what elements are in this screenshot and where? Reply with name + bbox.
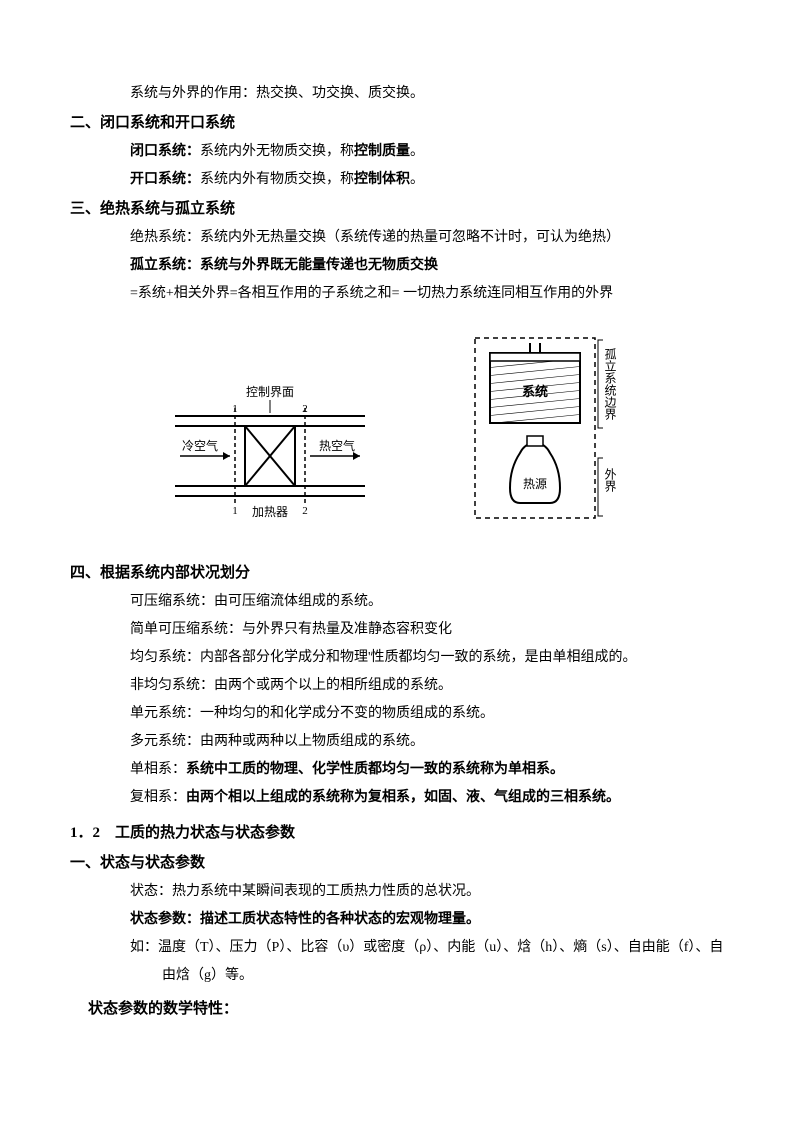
term-bold: 控制质量 bbox=[354, 144, 410, 159]
term-label: 状态参数： bbox=[130, 912, 200, 927]
term-bold: 控制体积 bbox=[354, 172, 410, 187]
body-text: 状态：热力系统中某瞬间表现的工质热力性质的总状况。 bbox=[70, 878, 730, 906]
heading-math-property: 状态参数的数学特性： bbox=[70, 994, 730, 1024]
body-text: 系统与外界的作用：热交换、功交换、质交换。 bbox=[70, 80, 730, 108]
diagram-label: 热源 bbox=[523, 477, 547, 491]
term-label: 复相系： bbox=[130, 790, 186, 805]
diagram-num: 2 bbox=[302, 403, 308, 415]
diagram-num: 1 bbox=[232, 403, 238, 415]
heading-section-1-2: 1．2 工质的热力状态与状态参数 bbox=[70, 818, 730, 848]
term-label: 闭口系统： bbox=[130, 144, 200, 159]
body-span: 。 bbox=[410, 144, 424, 159]
body-text: 简单可压缩系统：与外界只有热量及准静态容积变化 bbox=[70, 616, 730, 644]
body-span: 系统内外无物质交换，称 bbox=[200, 144, 354, 159]
heading-section-3: 三、绝热系统与孤立系统 bbox=[70, 194, 730, 224]
body-text: 单相系：系统中工质的物理、化学性质都均匀一致的系统称为单相系。 bbox=[70, 756, 730, 784]
diagram-label: 外界 bbox=[603, 468, 617, 493]
body-span: 系统内外有物质交换，称 bbox=[200, 172, 354, 187]
diagram-label: 加热器 bbox=[252, 505, 288, 519]
body-text: 复相系：由两个相以上组成的系统称为复相系，如固、液、气组成的三相系统。 bbox=[70, 784, 730, 812]
heading-section-4: 四、根据系统内部状况划分 bbox=[70, 558, 730, 588]
body-text: 多元系统：由两种或两种以上物质组成的系统。 bbox=[70, 728, 730, 756]
body-text-bold: 孤立系统：系统与外界既无能量传递也无物质交换 bbox=[70, 252, 730, 280]
diagram-num: 1 bbox=[232, 505, 238, 517]
diagram-label: 控制界面 bbox=[246, 385, 294, 399]
diagram-label: 热空气 bbox=[319, 438, 355, 453]
body-text: 开口系统：系统内外有物质交换，称控制体积。 bbox=[70, 166, 730, 194]
heading-section-2: 二、闭口系统和开口系统 bbox=[70, 108, 730, 138]
body-text: =系统+相关外界=各相互作用的子系统之和= 一切热力系统连同相互作用的外界 bbox=[70, 280, 730, 308]
body-text: 非均匀系统：由两个或两个以上的相所组成的系统。 bbox=[70, 672, 730, 700]
diagram-control-boundary: 控制界面 冷空气 热空气 1 2 1 bbox=[155, 378, 385, 528]
body-text: 单元系统：一种均匀的和化学成分不变的物质组成的系统。 bbox=[70, 700, 730, 728]
body-text: 闭口系统：系统内外无物质交换，称控制质量。 bbox=[70, 138, 730, 166]
diagram-label: 孤立系统边界 bbox=[603, 348, 617, 421]
heading-subsection-1: 一、状态与状态参数 bbox=[70, 848, 730, 878]
body-text: 如：温度（T）、压力（P）、比容（υ）或密度（ρ）、内能（u）、焓（h）、熵（s… bbox=[102, 934, 730, 990]
term-bold: 描述工质状态特性的各种状态的宏观物理量。 bbox=[200, 912, 480, 927]
diagram-isolated-system: 系统 热源 孤立系统边界 外界 bbox=[465, 328, 645, 528]
diagram-label: 冷空气 bbox=[182, 438, 218, 453]
body-span: 。 bbox=[410, 172, 424, 187]
term-label: 单相系： bbox=[130, 762, 186, 777]
body-text: 状态参数：描述工质状态特性的各种状态的宏观物理量。 bbox=[70, 906, 730, 934]
term-bold: 由两个相以上组成的系统称为复相系，如固、液、气组成的三相系统。 bbox=[186, 790, 620, 805]
term-label: 开口系统： bbox=[130, 172, 200, 187]
diagram-row: 控制界面 冷空气 热空气 1 2 1 bbox=[70, 328, 730, 528]
body-text: 绝热系统：系统内外无热量交换（系统传递的热量可忽略不计时，可认为绝热） bbox=[70, 224, 730, 252]
diagram-num: 2 bbox=[302, 505, 308, 517]
diagram-label: 系统 bbox=[522, 384, 548, 399]
body-text: 均匀系统：内部各部分化学成分和物理'性质都均匀一致的系统，是由单相组成的。 bbox=[70, 644, 730, 672]
term-bold: 系统中工质的物理、化学性质都均匀一致的系统称为单相系。 bbox=[186, 762, 564, 777]
body-text: 可压缩系统：由可压缩流体组成的系统。 bbox=[70, 588, 730, 616]
